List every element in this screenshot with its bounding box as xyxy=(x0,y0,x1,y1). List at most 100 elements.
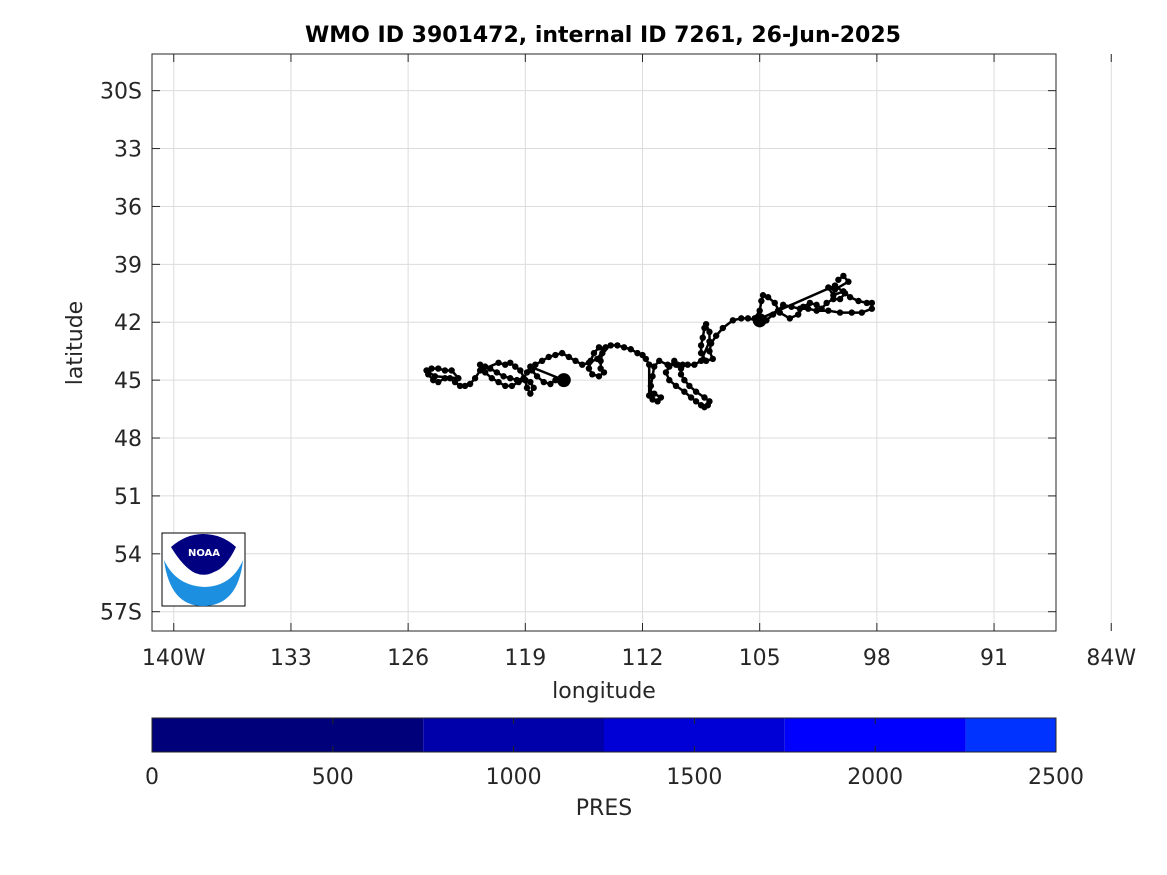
track-point xyxy=(681,376,688,384)
track-point xyxy=(471,375,479,382)
track-point xyxy=(672,382,680,390)
plot-area xyxy=(151,53,1057,632)
track-point xyxy=(646,361,653,368)
track-point xyxy=(476,367,484,374)
track-point xyxy=(776,309,783,316)
track-point xyxy=(533,373,541,380)
track-point xyxy=(823,299,830,307)
track-point xyxy=(868,305,876,312)
logo-upper-dome xyxy=(171,534,236,575)
track-point xyxy=(646,392,653,399)
x-tick-label: 140W xyxy=(142,646,206,671)
track-point xyxy=(666,376,673,384)
track-point xyxy=(677,371,685,378)
track-point xyxy=(863,299,871,307)
track-point xyxy=(466,380,474,388)
x-tick-label: 133 xyxy=(270,646,312,671)
track-point xyxy=(431,373,439,380)
track-point xyxy=(589,371,596,378)
track-point xyxy=(512,363,519,370)
track-point xyxy=(508,382,516,390)
x-tick-label: 84W xyxy=(1086,646,1136,671)
track-point xyxy=(455,375,462,382)
track-point xyxy=(681,388,688,395)
y-tick-label: 30S xyxy=(100,80,142,105)
track-point xyxy=(594,355,601,363)
track-point xyxy=(697,349,705,357)
track-point xyxy=(831,282,839,289)
y-tick-label: 36 xyxy=(114,195,142,220)
track-point xyxy=(502,361,509,368)
track-point xyxy=(835,276,842,283)
y-axis-label: latitude xyxy=(63,301,88,385)
track-point xyxy=(476,361,484,368)
track-point xyxy=(677,365,685,372)
colorbar-segments xyxy=(152,718,1056,752)
colorbar-tick-label: 1500 xyxy=(666,765,722,790)
x-tick-label: 119 xyxy=(504,646,546,671)
horizontal-grid xyxy=(152,90,1056,613)
track-point xyxy=(868,299,876,307)
track-point xyxy=(493,369,501,376)
track-point xyxy=(423,367,430,374)
track-point xyxy=(446,375,454,382)
track-point xyxy=(523,369,531,376)
track-point xyxy=(702,357,710,365)
float-track xyxy=(423,272,876,411)
x-tick-label: 91 xyxy=(980,646,1008,671)
logo-text: NOAA xyxy=(188,548,220,559)
track-point xyxy=(552,351,559,359)
track-point xyxy=(841,290,849,297)
track-point xyxy=(572,357,579,365)
y-tick-label: 54 xyxy=(114,543,142,568)
track-point xyxy=(507,375,514,382)
x-tick-label: 112 xyxy=(622,646,664,671)
track-point xyxy=(806,299,814,307)
track-point xyxy=(538,357,546,365)
track-large-marker xyxy=(752,313,767,328)
track-point xyxy=(435,378,442,386)
colorbar-tick-label: 0 xyxy=(145,765,159,790)
track-point xyxy=(818,305,825,312)
track-point xyxy=(481,369,489,376)
track-point xyxy=(600,346,608,353)
track-large-marker xyxy=(556,373,571,388)
track-point xyxy=(656,357,663,365)
track-point xyxy=(845,278,852,285)
y-tick-label: 33 xyxy=(114,138,142,163)
colorbar-tick-label: 2500 xyxy=(1028,765,1084,790)
colorbar-segment xyxy=(965,718,1056,752)
track-point xyxy=(687,394,695,401)
track-point xyxy=(507,359,514,366)
track-point xyxy=(855,297,862,305)
track-point xyxy=(729,317,737,324)
y-tick-label: 57S xyxy=(100,601,142,626)
track-point xyxy=(595,373,603,380)
y-tick-label: 48 xyxy=(114,427,142,452)
track-point xyxy=(607,342,614,349)
track-point xyxy=(461,382,469,390)
track-point xyxy=(657,394,665,401)
track-point xyxy=(836,295,844,303)
track-point xyxy=(502,382,509,390)
track-point xyxy=(558,349,566,357)
track-point xyxy=(684,361,691,368)
x-tick-label: 98 xyxy=(863,646,891,671)
colorbar: 0 500 1000 1500 2000 2500 PRES xyxy=(145,717,1084,821)
track-point xyxy=(590,349,598,357)
track-point xyxy=(639,351,646,359)
track-point xyxy=(858,309,866,316)
track-point xyxy=(651,363,658,370)
track-point xyxy=(530,384,537,392)
track-point xyxy=(719,324,727,332)
track-point xyxy=(702,320,710,328)
track-point xyxy=(585,359,593,366)
track-point xyxy=(699,334,706,341)
track-point xyxy=(634,349,641,357)
track-point xyxy=(709,355,717,363)
track-point xyxy=(448,367,455,374)
track-point xyxy=(435,365,442,372)
track-point xyxy=(523,384,531,392)
track-point xyxy=(697,357,705,365)
